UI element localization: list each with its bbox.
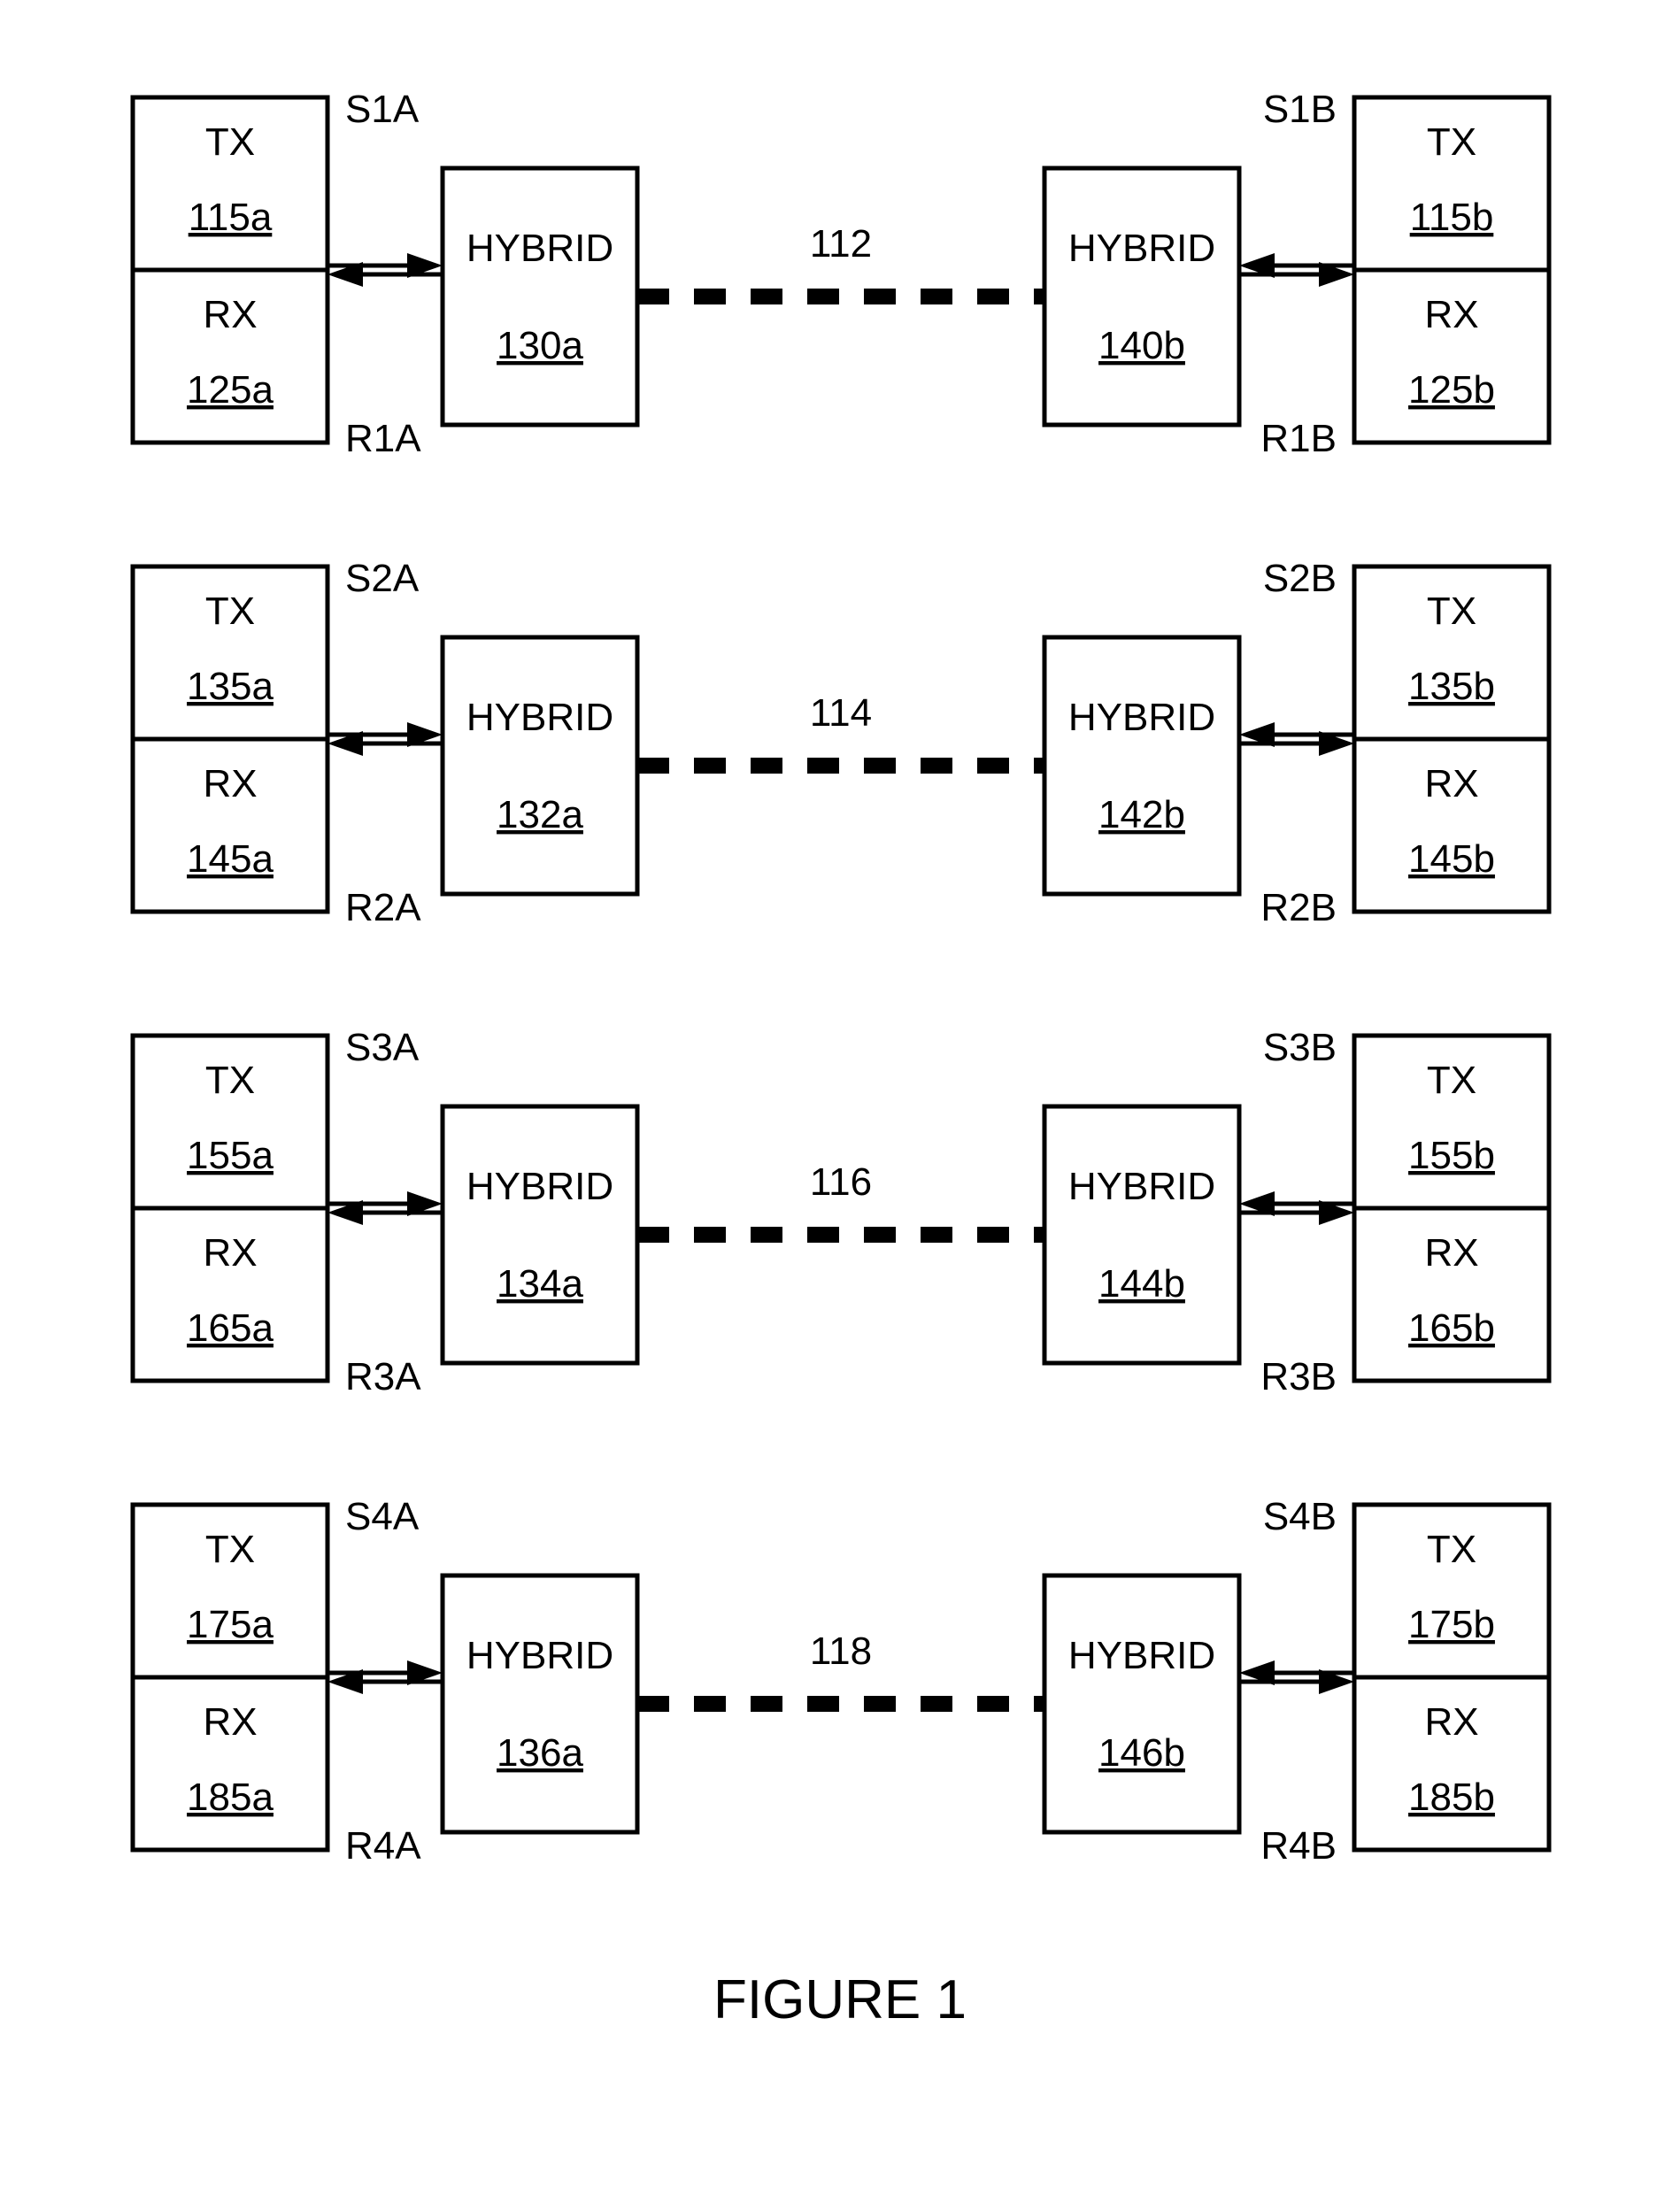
tx-label-right: TX: [1427, 589, 1476, 633]
rx-label-right: RX: [1424, 293, 1478, 336]
link-label: 112: [810, 222, 872, 266]
tx-ref-left: 175a: [187, 1603, 274, 1646]
rx-ref-left: 125a: [187, 368, 274, 412]
s-label-right: S1B: [1263, 88, 1337, 131]
tx-ref-right: 175b: [1408, 1603, 1495, 1646]
s-label-left: S4A: [345, 1495, 420, 1538]
rx-ref-right: 145b: [1408, 837, 1495, 881]
hybrid-ref-right: 140b: [1098, 324, 1185, 367]
link-label: 118: [810, 1629, 872, 1673]
r-label-left: R1A: [345, 417, 421, 460]
rx-ref-right: 165b: [1408, 1306, 1495, 1350]
rx-label-left: RX: [203, 1231, 257, 1275]
rx-label-left: RX: [203, 1700, 257, 1744]
tx-ref-right: 115b: [1410, 196, 1494, 239]
tx-label-right: TX: [1427, 1528, 1476, 1571]
hybrid-ref-left: 132a: [497, 793, 583, 836]
tx-label-right: TX: [1427, 1059, 1476, 1102]
hybrid-ref-left: 130a: [497, 324, 583, 367]
rx-ref-left: 185a: [187, 1776, 274, 1819]
hybrid-label-left: HYBRID: [466, 227, 613, 270]
hybrid-ref-right: 142b: [1098, 793, 1185, 836]
rx-label-left: RX: [203, 293, 257, 336]
r-label-right: R4B: [1260, 1824, 1337, 1868]
tx-label-left: TX: [205, 1059, 255, 1102]
figure-caption: FIGURE 1: [713, 1969, 967, 2030]
s-label-right: S4B: [1263, 1495, 1337, 1538]
link-label: 114: [810, 691, 872, 735]
hybrid-box-right: [1044, 168, 1239, 425]
tx-label-right: TX: [1427, 120, 1476, 164]
rx-ref-left: 165a: [187, 1306, 274, 1350]
r-label-right: R3B: [1260, 1355, 1337, 1398]
tx-label-left: TX: [205, 589, 255, 633]
hybrid-label-right: HYBRID: [1068, 227, 1215, 270]
tx-label-left: TX: [205, 120, 255, 164]
hybrid-box-left: [443, 1575, 637, 1832]
hybrid-label-right: HYBRID: [1068, 1634, 1215, 1677]
tx-ref-left: 135a: [187, 665, 274, 708]
r-label-left: R4A: [345, 1824, 421, 1868]
hybrid-box-left: [443, 637, 637, 894]
hybrid-ref-left: 134a: [497, 1262, 583, 1306]
rx-ref-left: 145a: [187, 837, 274, 881]
rx-ref-right: 125b: [1408, 368, 1495, 412]
s-label-left: S2A: [345, 557, 420, 600]
hybrid-ref-left: 136a: [497, 1731, 583, 1775]
s-label-left: S1A: [345, 88, 420, 131]
rx-label-right: RX: [1424, 762, 1478, 805]
hybrid-label-left: HYBRID: [466, 1165, 613, 1208]
hybrid-label-left: HYBRID: [466, 1634, 613, 1677]
tx-ref-left: 155a: [187, 1134, 274, 1177]
tx-ref-right: 135b: [1408, 665, 1495, 708]
hybrid-box-left: [443, 1106, 637, 1363]
s-label-left: S3A: [345, 1026, 420, 1069]
s-label-right: S3B: [1263, 1026, 1337, 1069]
hybrid-box-right: [1044, 637, 1239, 894]
rx-label-right: RX: [1424, 1231, 1478, 1275]
hybrid-ref-right: 144b: [1098, 1262, 1185, 1306]
r-label-left: R3A: [345, 1355, 421, 1398]
hybrid-box-right: [1044, 1106, 1239, 1363]
rx-label-left: RX: [203, 762, 257, 805]
tx-ref-right: 155b: [1408, 1134, 1495, 1177]
hybrid-label-right: HYBRID: [1068, 696, 1215, 739]
tx-ref-left: 115a: [189, 196, 273, 239]
r-label-left: R2A: [345, 886, 421, 929]
tx-label-left: TX: [205, 1528, 255, 1571]
r-label-right: R1B: [1260, 417, 1337, 460]
rx-label-right: RX: [1424, 1700, 1478, 1744]
hybrid-box-right: [1044, 1575, 1239, 1832]
hybrid-label-right: HYBRID: [1068, 1165, 1215, 1208]
hybrid-ref-right: 146b: [1098, 1731, 1185, 1775]
rx-ref-right: 185b: [1408, 1776, 1495, 1819]
hybrid-label-left: HYBRID: [466, 696, 613, 739]
r-label-right: R2B: [1260, 886, 1337, 929]
hybrid-box-left: [443, 168, 637, 425]
link-label: 116: [810, 1160, 872, 1204]
s-label-right: S2B: [1263, 557, 1337, 600]
